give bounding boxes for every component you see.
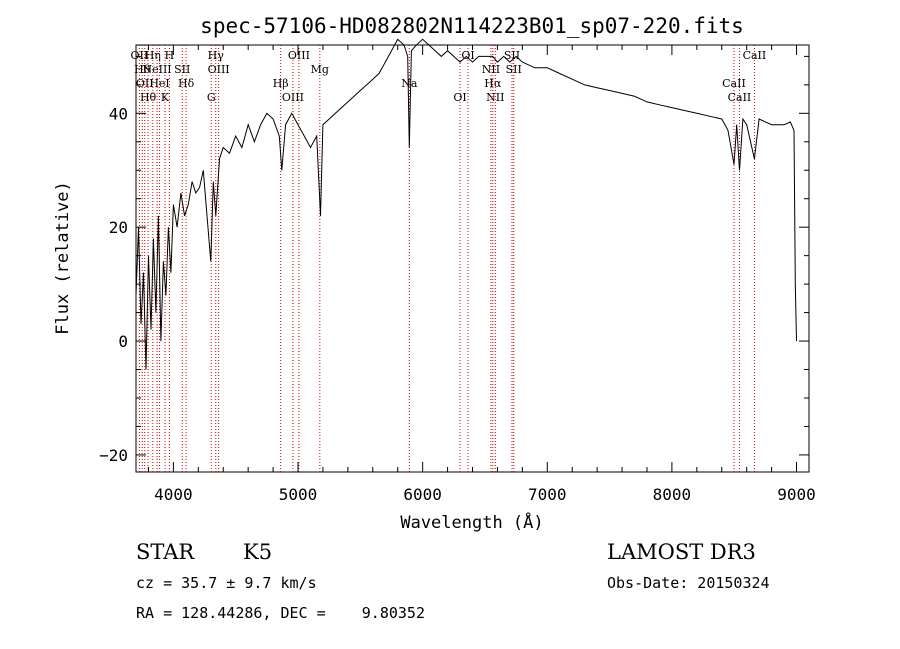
line-marker-label: K [161,91,170,104]
line-marker-label: Hη [145,49,161,62]
line-marker-label: NII [482,63,500,76]
line-marker-label: G [207,91,216,104]
line-marker-label: OI [453,91,466,104]
y-axis-title: Flux (relative) [53,181,73,335]
line-marker-label: CaII [743,49,767,62]
line-marker-label: CaII [728,91,752,104]
line-marker-label: Na [401,77,418,90]
line-marker-label: OII [131,49,149,62]
line-marker-label: OIII [288,49,310,62]
x-axis-title: Wavelength (Å) [400,511,543,533]
spectral-subclass: K5 [243,540,273,564]
chart-title: spec-57106-HD082802N114223B01_sp07-220.f… [200,14,744,38]
line-marker-label: OI [461,49,474,62]
line-marker-labels: OIIHθOIIHθHηNeIIIHeIKHSIIHδGHγOIIIHβOIII… [131,49,767,104]
line-marker-label: OIII [282,91,304,104]
x-tick-label: 6000 [403,485,442,504]
line-marker-label: H [165,49,175,62]
y-tick-label: 40 [109,104,128,123]
x-tick-label: 7000 [528,485,567,504]
x-tick-label: 4000 [154,485,193,504]
line-markers [138,45,755,472]
line-marker-label: OIII [208,63,230,76]
line-marker-label: SII [504,49,520,62]
y-tick-label: −20 [99,446,128,465]
line-marker-label: Hγ [208,49,225,62]
axis-tick-labels: 4000 5000 6000 7000 8000 9000 −20 0 20 40 [99,104,816,504]
line-marker-label: Hθ [134,63,151,76]
coordinates-readout: RA = 128.44286, DEC = 9.80352 [136,604,425,622]
y-tick-label: 20 [109,218,128,237]
x-tick-label: 5000 [279,485,318,504]
redshift-readout: cz = 35.7 ± 9.7 km/s [136,574,317,592]
object-class: STAR [136,540,195,564]
axis-ticks [136,45,809,472]
line-marker-label: Hα [484,77,502,90]
line-marker-label: Hβ [273,77,289,90]
x-tick-label: 8000 [653,485,692,504]
line-marker-label: CaII [722,77,746,90]
line-marker-label: Mg [311,63,329,76]
line-marker-label: NII [486,91,504,104]
x-tick-label: 9000 [777,485,816,504]
plot-frame [135,44,810,473]
y-tick-label: 0 [118,332,128,351]
line-marker-label: Hθ [140,91,157,104]
line-marker-label: SII [506,63,522,76]
line-marker-label: SII [174,63,190,76]
line-marker-label: NeIII [142,63,171,76]
observation-date: Obs-Date: 20150324 [607,574,770,592]
survey-name: LAMOST DR3 [607,540,756,564]
line-marker-label: Hδ [178,77,195,90]
line-marker-label: OII [136,77,154,90]
line-marker-label: HeI [149,77,169,90]
spectrum-series-line [135,38,797,370]
